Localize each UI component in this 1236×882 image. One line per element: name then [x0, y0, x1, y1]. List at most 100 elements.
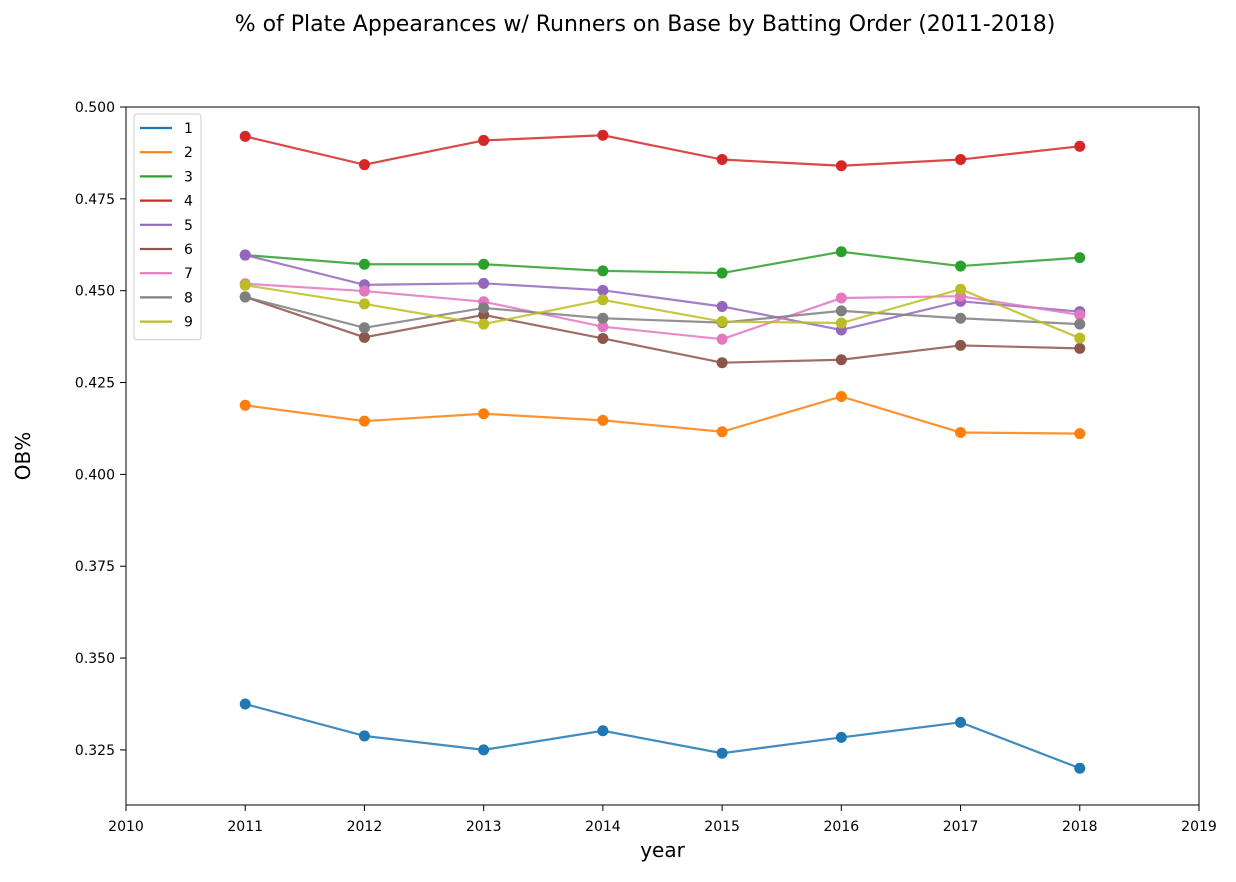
data-point-7: [716, 333, 728, 345]
data-point-2: [239, 399, 251, 411]
data-point-3: [835, 246, 847, 258]
data-point-8: [597, 312, 609, 324]
y-tick-label: 0.500: [75, 100, 115, 116]
y-tick-label: 0.425: [75, 376, 115, 392]
x-tick-label: 2019: [1181, 819, 1217, 835]
legend-label-5: 5: [184, 218, 193, 234]
series-line-9: [245, 284, 1081, 340]
data-point-4: [239, 130, 251, 142]
x-tick-label: 2016: [824, 819, 860, 835]
data-point-1: [1074, 762, 1086, 774]
data-point-7: [835, 292, 847, 304]
legend-label-7: 7: [184, 266, 193, 282]
series-line-1: [244, 702, 1081, 770]
data-point-8: [478, 302, 490, 314]
y-tick-label: 0.350: [75, 651, 115, 667]
data-point-4: [358, 159, 370, 171]
data-point-3: [358, 258, 370, 270]
series-line-3: [245, 250, 1080, 275]
x-tick-label: 2013: [466, 819, 502, 835]
x-tick-label: 2018: [1062, 819, 1098, 835]
x-tick-label: 2017: [943, 819, 979, 835]
legend-label-9: 9: [184, 315, 193, 331]
x-tick-label: 2010: [108, 819, 144, 835]
data-point-9: [239, 279, 251, 291]
data-point-1: [358, 730, 370, 742]
data-point-6: [835, 354, 847, 366]
chart-title: % of Plate Appearances w/ Runners on Bas…: [234, 12, 1056, 37]
data-point-3: [955, 260, 967, 272]
data-point-2: [716, 426, 728, 438]
data-point-3: [716, 267, 728, 279]
data-point-8: [358, 322, 370, 334]
data-point-6: [716, 357, 728, 369]
x-axis-label: year: [640, 838, 685, 862]
data-point-1: [597, 725, 609, 737]
data-point-4: [478, 134, 490, 146]
data-point-5: [716, 300, 728, 312]
data-point-1: [478, 744, 490, 756]
data-point-7: [1074, 309, 1086, 321]
series-group: [239, 129, 1086, 774]
series-line-8: [244, 295, 1080, 329]
data-point-9: [716, 316, 728, 328]
legend: 1 2 3 4 5 6 7 8 9: [133, 113, 202, 341]
data-point-2: [358, 415, 370, 427]
data-point-2: [835, 390, 847, 402]
x-tick-label: 2015: [704, 819, 740, 835]
data-point-9: [835, 317, 847, 329]
y-tick-label: 0.375: [75, 559, 115, 575]
data-point-6: [1074, 342, 1086, 354]
data-point-9: [597, 294, 609, 306]
y-tick-label: 0.450: [75, 284, 115, 300]
y-axis-label: OB%: [11, 432, 35, 480]
legend-box: [133, 113, 202, 341]
data-point-2: [1074, 428, 1086, 440]
series-line-2: [245, 395, 1080, 435]
series-line-7: [245, 282, 1080, 341]
y-tick-label: 0.325: [75, 743, 115, 759]
x-tick-label: 2014: [585, 819, 621, 835]
data-point-1: [716, 747, 728, 759]
x-tick-label: 2012: [347, 819, 383, 835]
series-line-6: [244, 295, 1080, 364]
data-point-1: [239, 698, 251, 710]
data-point-6: [597, 332, 609, 344]
legend-label-6: 6: [184, 242, 193, 258]
data-point-5: [478, 277, 490, 289]
series-line-5: [244, 253, 1080, 332]
legend-label-4: 4: [184, 194, 193, 210]
data-point-4: [716, 154, 728, 166]
data-point-9: [358, 298, 370, 310]
data-point-6: [358, 331, 370, 343]
legend-label-8: 8: [184, 290, 193, 306]
data-point-1: [835, 731, 847, 743]
legend-label-2: 2: [184, 145, 193, 161]
data-point-3: [1074, 252, 1086, 264]
data-point-8: [835, 305, 847, 317]
data-point-2: [955, 426, 967, 438]
plot-frame: [125, 106, 1200, 806]
data-point-4: [955, 154, 967, 166]
y-tick-label: 0.475: [75, 192, 115, 208]
data-point-9: [955, 283, 967, 295]
y-tick-label: 0.400: [75, 467, 115, 483]
y-axis: 0.325 0.350 0.375 0.400 0.425 0.450 0.475 0.500: [75, 100, 126, 759]
data-point-8: [239, 291, 251, 303]
data-point-2: [478, 408, 490, 420]
data-point-3: [478, 258, 490, 270]
data-point-2: [597, 414, 609, 426]
legend-label-1: 1: [184, 121, 193, 137]
data-point-4: [835, 160, 847, 172]
legend-label-3: 3: [184, 169, 193, 185]
series-line-4: [244, 134, 1080, 167]
data-point-1: [955, 716, 967, 728]
data-point-9: [1074, 332, 1086, 344]
data-point-6: [955, 339, 967, 351]
data-point-5: [239, 249, 251, 261]
data-point-7: [597, 321, 609, 333]
data-point-9: [478, 318, 490, 330]
x-axis: 2010 2011 2012 2013 2014 2015 2016 2017 2018 2019: [108, 805, 1217, 835]
data-point-7: [358, 285, 370, 297]
